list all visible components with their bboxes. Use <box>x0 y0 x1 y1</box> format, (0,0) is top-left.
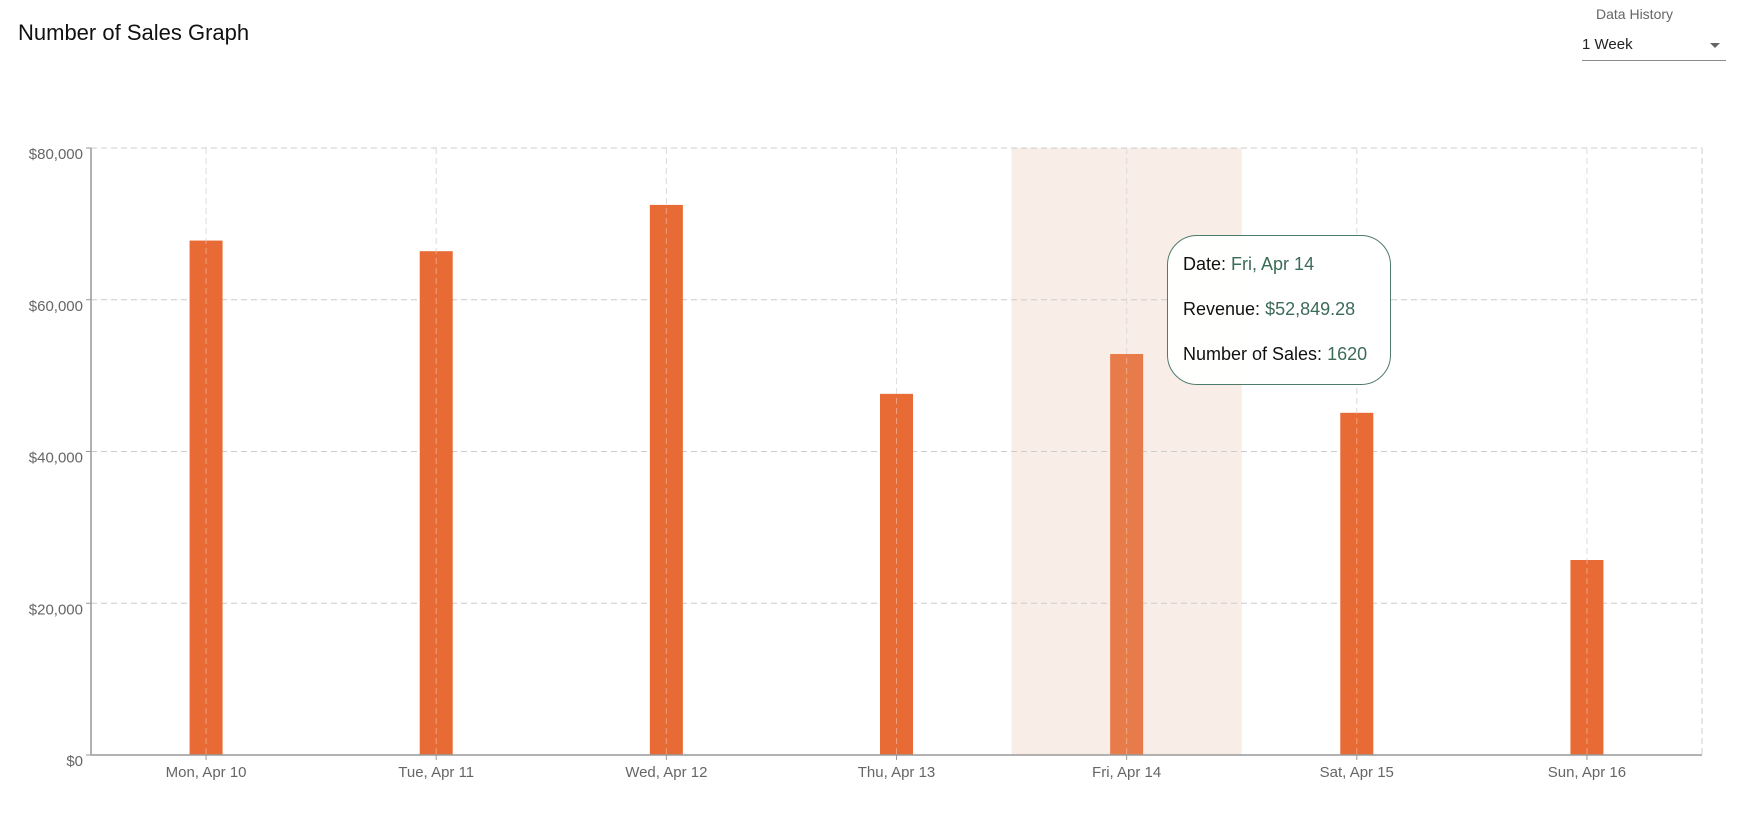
x-tick-label: Mon, Apr 10 <box>166 764 247 781</box>
tooltip-date-row: Date: Fri, Apr 14 <box>1183 254 1390 299</box>
y-tick-label: $40,000 <box>29 450 83 467</box>
bar <box>1110 354 1144 755</box>
tooltip-sales-label: Number of Sales: <box>1183 344 1323 364</box>
x-tick-label: Fri, Apr 14 <box>1092 764 1161 781</box>
bar <box>419 251 453 755</box>
x-tick-label: Tue, Apr 11 <box>398 764 474 781</box>
tooltip-revenue-value: $52,849.28 <box>1265 299 1356 319</box>
bar <box>1340 412 1374 755</box>
y-tick-label: $80,000 <box>29 146 83 163</box>
tooltip-revenue-row: Revenue: $52,849.28 <box>1183 299 1390 344</box>
y-tick-label: $20,000 <box>29 601 83 618</box>
x-tick-label: Sun, Apr 16 <box>1548 764 1626 781</box>
x-tick-label: Thu, Apr 13 <box>858 764 936 781</box>
x-tick-label: Sat, Apr 15 <box>1320 764 1394 781</box>
bar <box>649 204 683 755</box>
y-tick-label: $60,000 <box>29 298 83 315</box>
tooltip-revenue-label: Revenue: <box>1183 299 1261 319</box>
bar <box>880 393 913 755</box>
bar <box>1570 560 1604 755</box>
data-history-label: Data History <box>1596 6 1674 22</box>
y-tick-label: $0 <box>66 753 83 770</box>
tooltip-sales-row: Number of Sales: 1620 <box>1183 344 1390 389</box>
x-tick-label: Wed, Apr 12 <box>625 764 707 781</box>
data-history-select[interactable]: 1 Week <box>1582 34 1726 61</box>
data-history-value: 1 Week <box>1582 36 1633 53</box>
tooltip-date-value: Fri, Apr 14 <box>1231 254 1315 274</box>
data-history-control: Data History 1 Week <box>1582 6 1726 61</box>
tooltip-sales-value: 1620 <box>1327 344 1368 364</box>
chevron-down-icon <box>1710 43 1720 48</box>
bar <box>189 240 223 755</box>
chart-tooltip: Date: Fri, Apr 14 Revenue: $52,849.28 Nu… <box>1167 235 1391 385</box>
page-title: Number of Sales Graph <box>18 20 250 45</box>
tooltip-date-label: Date: <box>1183 254 1227 274</box>
